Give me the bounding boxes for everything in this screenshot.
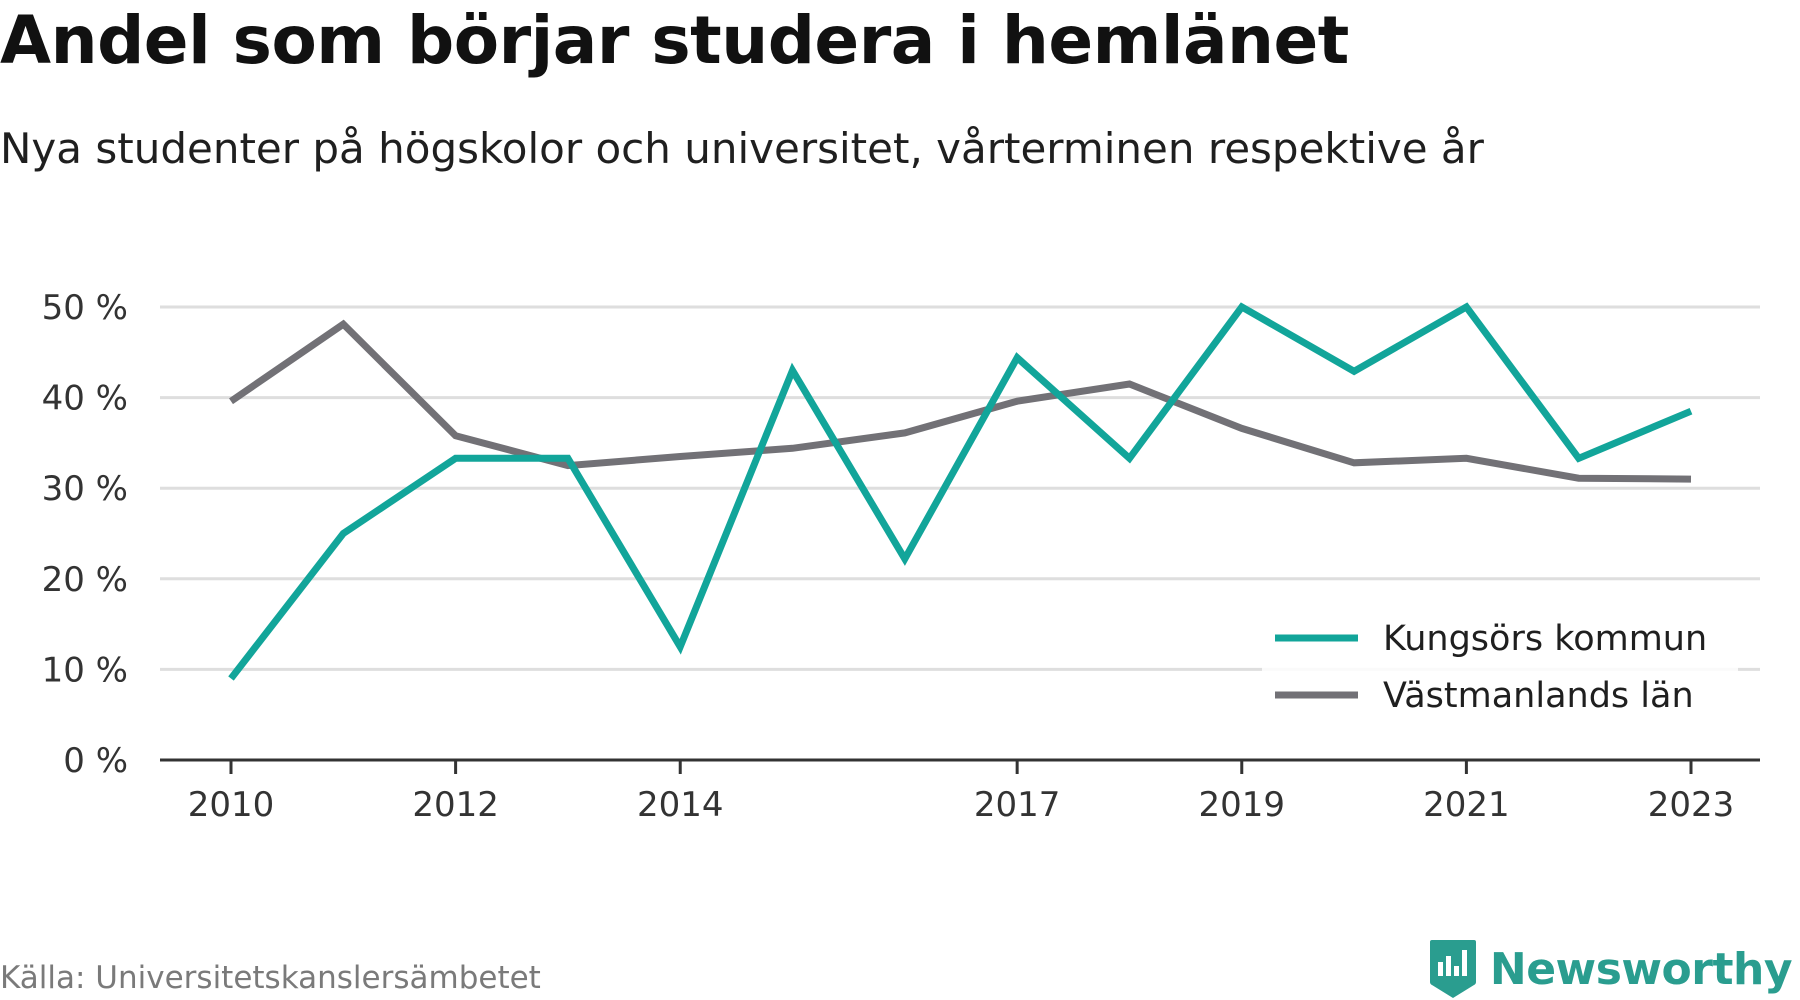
source-note: Källa: Universitetskanslersämbetet <box>0 960 541 996</box>
gridlines <box>160 305 1760 671</box>
legend-background <box>1262 608 1738 724</box>
x-tick-label: 2014 <box>637 785 724 825</box>
x-tick-label: 2010 <box>188 785 275 825</box>
chart-subtitle: Nya studenter på högskolor och universit… <box>0 124 1484 173</box>
y-tick-label: 0 % <box>63 741 128 781</box>
series-line-kungsors-kommun <box>228 302 1693 681</box>
y-tick-label: 20 % <box>42 560 128 600</box>
x-tick-label: 2012 <box>412 785 499 825</box>
line-chart: 0 % 10 % 20 % 30 % 40 % 50 % 2010 2012 2014 2017… <box>42 288 1760 825</box>
y-axis-tick-labels: 0 % 10 % 20 % 30 % 40 % 50 % <box>42 288 128 781</box>
brand-logo: Newsworthy <box>1428 938 1793 1000</box>
x-tick-label: 2019 <box>1199 785 1286 825</box>
y-tick-label: 50 % <box>42 288 128 328</box>
legend-label: Västmanlands län <box>1383 676 1694 716</box>
x-tick-label: 2017 <box>974 785 1061 825</box>
data-series <box>228 302 1693 681</box>
x-axis: 2010 2012 2014 2017 2019 2021 2023 <box>160 758 1760 825</box>
y-tick-label: 30 % <box>42 469 128 509</box>
legend-label: Kungsörs kommun <box>1383 619 1707 659</box>
x-tick-label: 2023 <box>1648 785 1735 825</box>
series-line-vastmanlands-lan <box>229 319 1692 483</box>
x-tick-label: 2021 <box>1423 785 1510 825</box>
y-tick-label: 40 % <box>42 379 128 419</box>
brand-name: Newsworthy <box>1489 943 1793 995</box>
newsworthy-logo-icon <box>1429 940 1476 998</box>
legend: Kungsörs kommun Västmanlands län <box>1262 608 1738 724</box>
chart-title: Andel som börjar studera i hemlänet <box>0 2 1349 79</box>
y-tick-label: 10 % <box>42 650 128 690</box>
